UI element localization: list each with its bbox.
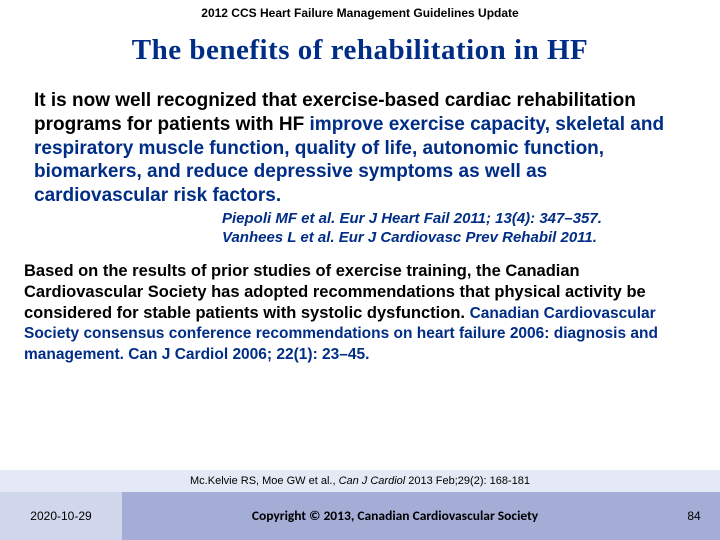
ref-details: 2013 Feb;29(2): 168-181: [408, 475, 530, 487]
citation-block-1: Piepoli MF et al. Eur J Heart Fail 2011;…: [34, 210, 686, 248]
ref-authors: Mc.Kelvie RS, Moe GW et al.,: [190, 475, 339, 487]
footer-copyright: Copyright © 2013, Canadian Cardiovascula…: [122, 492, 668, 540]
footer-date: 2020-10-29: [0, 492, 122, 540]
footer: 2020-10-29 Copyright © 2013, Canadian Ca…: [0, 492, 720, 540]
guidelines-header: 2012 CCS Heart Failure Management Guidel…: [0, 0, 720, 20]
citation-piepoli: Piepoli MF et al. Eur J Heart Fail 2011;…: [222, 210, 686, 229]
ref-journal: Can J Cardiol: [339, 475, 409, 487]
secondary-paragraph: Based on the results of prior studies of…: [24, 261, 696, 364]
citation-vanhees: Vanhees L et al. Eur J Cardiovasc Prev R…: [222, 229, 686, 248]
slide-title: The benefits of rehabilitation in HF: [0, 34, 720, 67]
main-paragraph: It is now well recognized that exercise-…: [34, 89, 686, 208]
reference-bar: Mc.Kelvie RS, Moe GW et al., Can J Cardi…: [0, 470, 720, 492]
footer-page-number: 84: [668, 492, 720, 540]
